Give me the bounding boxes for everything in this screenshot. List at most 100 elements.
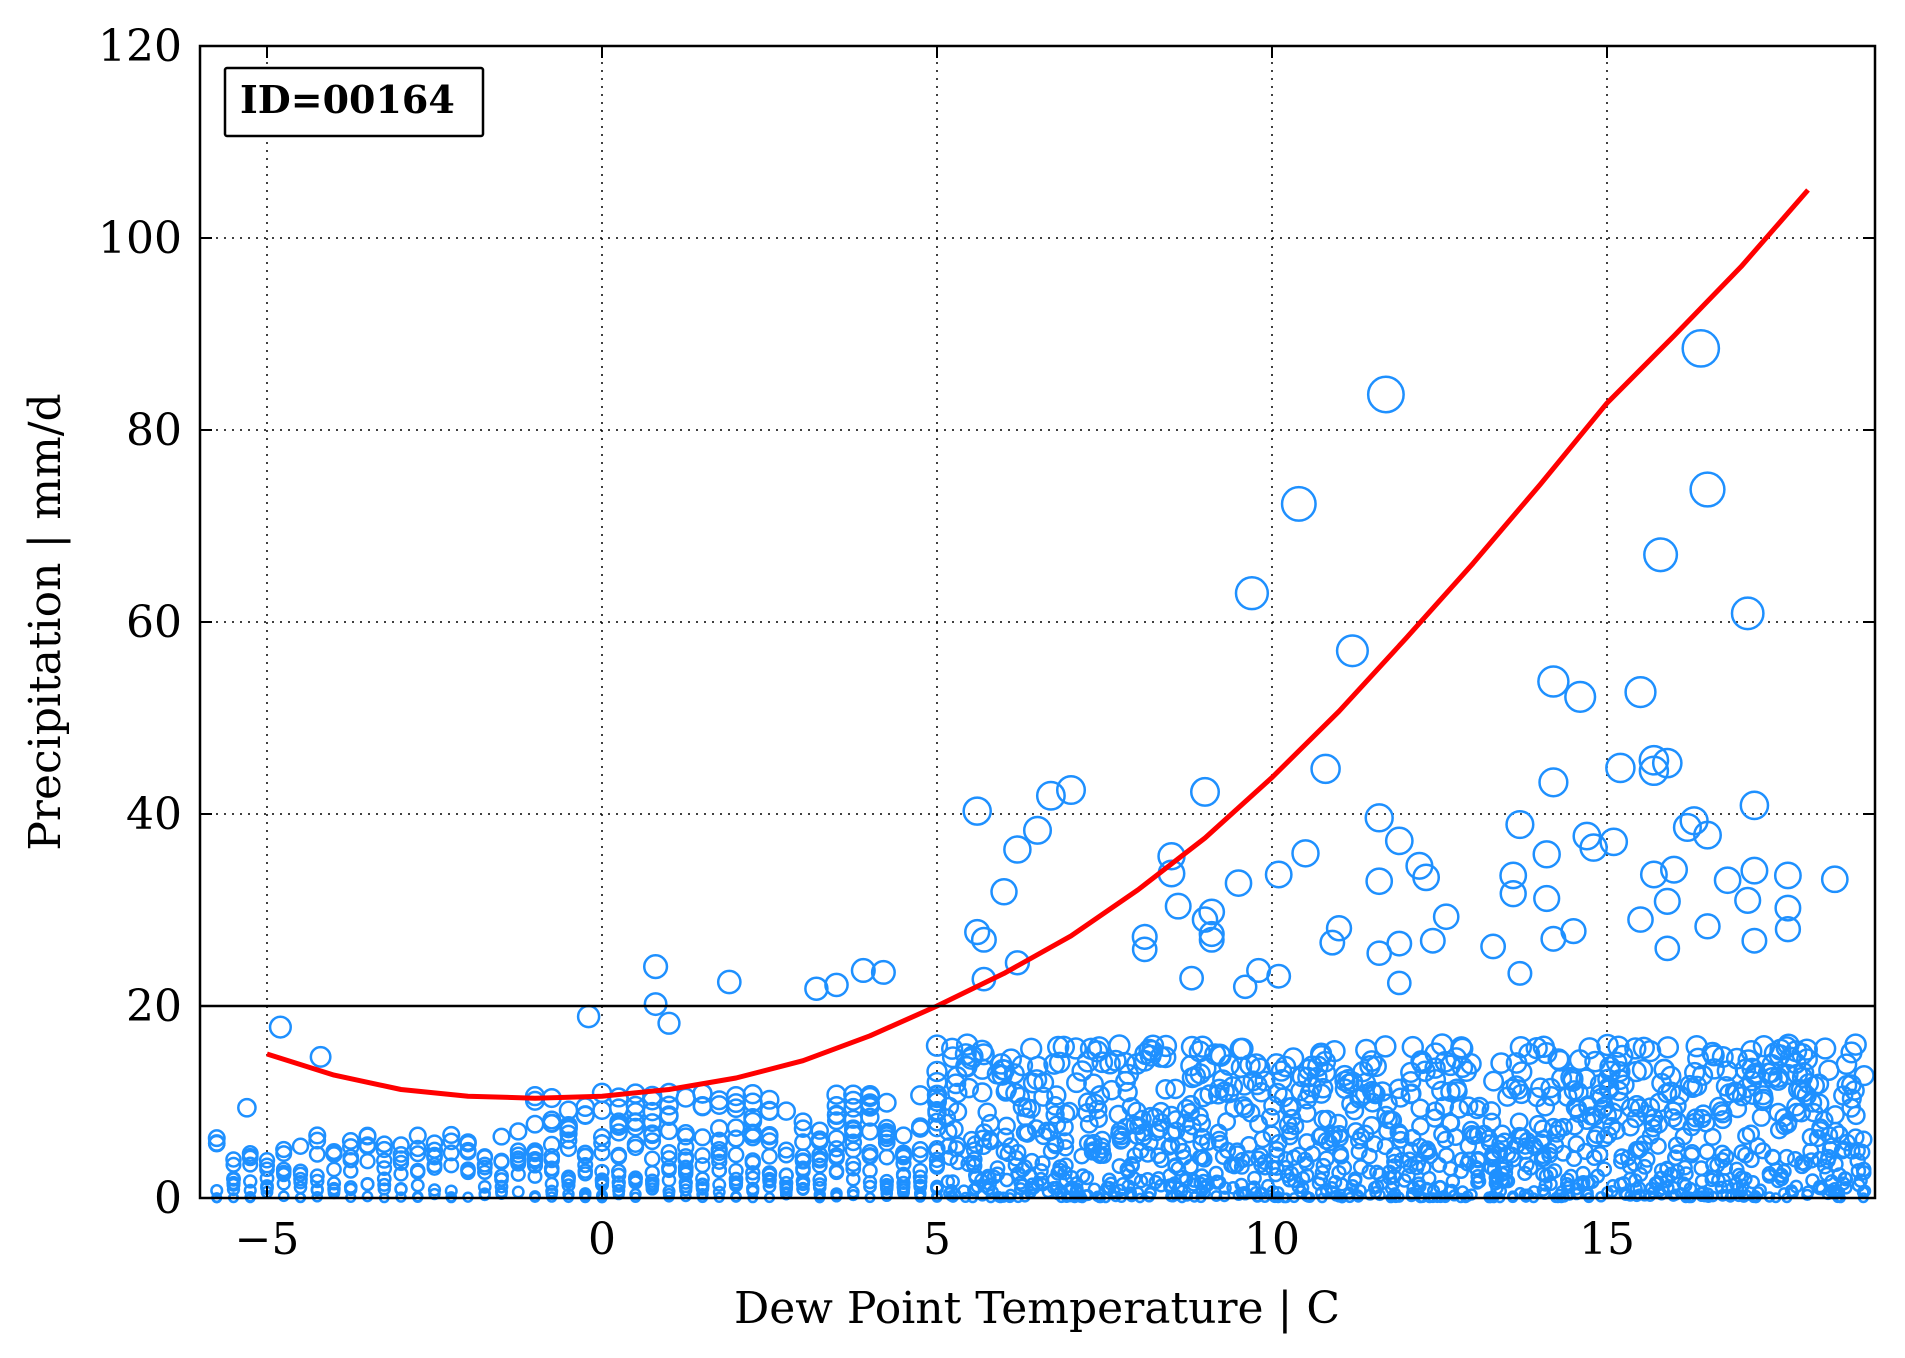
data-point: [1376, 1137, 1395, 1156]
data-point: [1319, 929, 1346, 956]
data-point: [827, 1129, 846, 1148]
data-point: [1500, 1173, 1516, 1189]
data-point: [1386, 1153, 1403, 1171]
data-point: [1210, 1190, 1223, 1202]
data-point: [1802, 1092, 1823, 1113]
data-point: [827, 1140, 846, 1158]
data-point: [1560, 1172, 1575, 1188]
data-point: [509, 1142, 527, 1160]
data-point: [693, 1128, 712, 1147]
data-point: [1400, 1070, 1422, 1092]
data-point: [1056, 1139, 1075, 1157]
data-point: [1140, 1106, 1161, 1127]
data-point: [1752, 1085, 1774, 1106]
data-point: [545, 1184, 559, 1198]
data-point: [1470, 1175, 1485, 1190]
data-point: [243, 1174, 258, 1189]
data-point: [477, 1164, 493, 1181]
data-point: [660, 1150, 678, 1167]
data-point: [1163, 1180, 1177, 1195]
data-point: [1131, 923, 1158, 950]
data-point: [1314, 1164, 1331, 1181]
data-point: [1141, 1034, 1165, 1057]
data-point: [643, 1132, 662, 1151]
data-point: [1154, 1034, 1178, 1058]
data-point: [1189, 776, 1221, 807]
data-point: [1663, 1108, 1683, 1128]
data-point: [746, 1184, 760, 1198]
data-point: [1046, 1035, 1070, 1059]
data-point: [1653, 887, 1681, 915]
data-point: [1247, 1170, 1262, 1186]
data-point: [1808, 1129, 1827, 1148]
data-point: [1056, 1132, 1075, 1151]
data-point: [1126, 1147, 1144, 1164]
data-point: [310, 1183, 324, 1197]
data-point: [1071, 1060, 1093, 1082]
data-point: [1442, 1160, 1459, 1177]
data-point: [1362, 1116, 1381, 1135]
data-point: [1052, 1035, 1076, 1059]
data-point: [1390, 1087, 1411, 1108]
data-point: [1518, 1156, 1535, 1173]
data-point: [1659, 1161, 1675, 1178]
data-point: [392, 1154, 410, 1171]
data-point: [1730, 1181, 1745, 1196]
fit-curve: [266, 188, 1810, 1101]
data-point: [1131, 936, 1158, 963]
data-point: [1639, 860, 1668, 889]
data-point: [1446, 1127, 1465, 1147]
data-point: [394, 1182, 408, 1196]
data-point: [912, 1162, 929, 1179]
data-point: [609, 1123, 628, 1142]
data-point: [1522, 1159, 1539, 1176]
data-point: [1315, 1157, 1332, 1174]
data-point: [1470, 1168, 1486, 1184]
data-point: [1164, 892, 1192, 920]
data-point: [1393, 1151, 1411, 1169]
data-point: [459, 1143, 477, 1161]
data-point: [1507, 1136, 1526, 1155]
data-point: [1853, 1064, 1875, 1087]
data-point: [645, 1179, 660, 1193]
data-point: [847, 1189, 860, 1202]
data-point: [1564, 680, 1597, 713]
data-point: [409, 1145, 427, 1163]
data-point: [1458, 1096, 1479, 1117]
data-point: [1663, 1101, 1683, 1121]
data-point: [1669, 1163, 1685, 1180]
data-point: [1714, 1180, 1729, 1195]
data-point: [1033, 1163, 1049, 1179]
data-point: [982, 1177, 997, 1192]
data-point: [830, 1189, 843, 1202]
data-point: [1022, 1072, 1044, 1094]
data-point: [813, 1188, 826, 1201]
data-point: [243, 1183, 257, 1197]
data-point: [1324, 1125, 1344, 1144]
data-point: [794, 1153, 812, 1170]
data-point: [862, 1162, 878, 1179]
data-point: [1825, 1105, 1845, 1125]
data-point: [1554, 1117, 1574, 1137]
data-point: [593, 1144, 611, 1162]
data-point: [945, 1174, 960, 1189]
data-point: [207, 1129, 226, 1148]
data-point: [1713, 866, 1742, 895]
data-point: [1140, 1171, 1155, 1187]
data-point: [1268, 1146, 1286, 1164]
data-point: [1366, 375, 1405, 414]
data-point: [526, 1153, 544, 1170]
data-point: [1035, 780, 1066, 811]
data-point: [326, 1176, 342, 1191]
data-point: [509, 1122, 528, 1141]
data-point: [1264, 860, 1293, 889]
data-point: [1153, 1151, 1170, 1169]
data-point: [727, 1146, 745, 1164]
data-point: [1307, 1055, 1329, 1078]
data-point: [845, 1155, 862, 1172]
data-point: [970, 926, 997, 953]
data-point: [1034, 1155, 1051, 1172]
data-point: [1482, 1112, 1502, 1132]
data-point: [1814, 1037, 1837, 1060]
y-tick-label: 20: [126, 981, 182, 1032]
